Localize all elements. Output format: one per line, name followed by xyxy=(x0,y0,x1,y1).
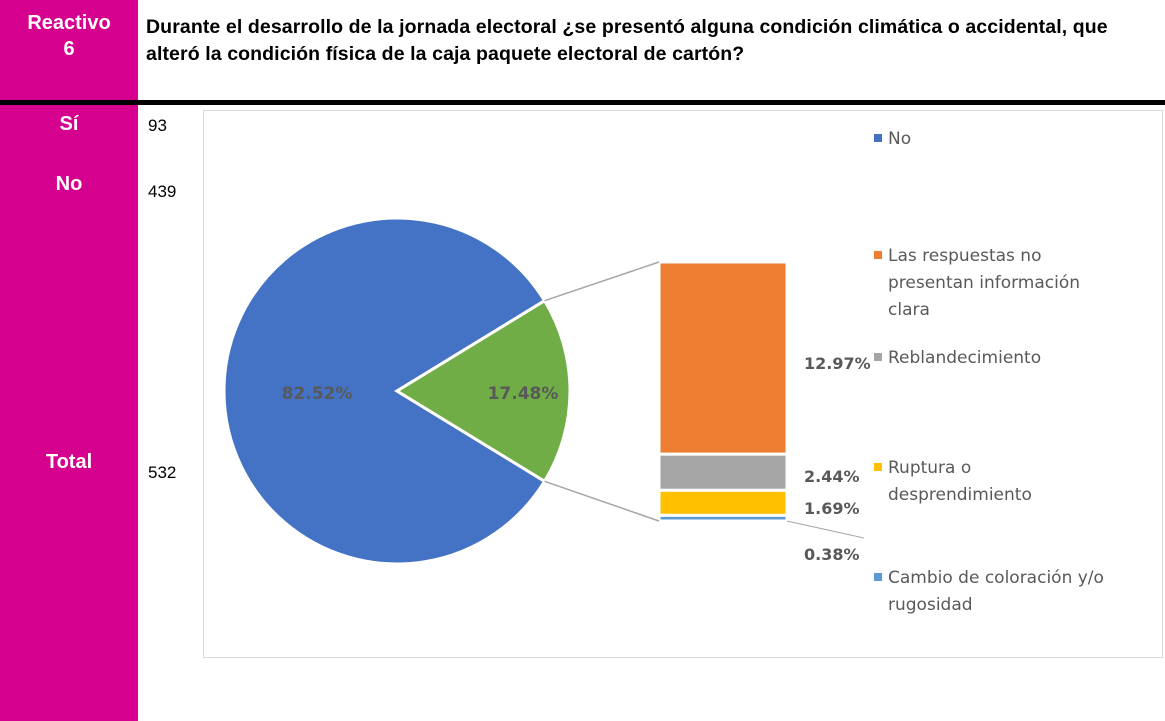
count-no: 439 xyxy=(148,182,177,201)
pie-slice-si xyxy=(394,298,572,484)
row-label-total: Total xyxy=(45,451,93,473)
legend-text-line: clara xyxy=(888,300,930,320)
legend-item-1: No xyxy=(874,129,911,149)
legend-item-5: Cambio de coloración y/o rugosidad xyxy=(874,568,1104,615)
legend-marker xyxy=(874,251,882,259)
pie-label-si: 17.48% xyxy=(488,384,559,404)
bar-segment-1 xyxy=(657,260,789,456)
bar-of-pie-chart: 82.52% 17.48% 12.97% 2.44% 1.69% 0.38% No Las r… xyxy=(222,129,1104,615)
row-label-no: No xyxy=(55,173,83,195)
bar-label-4: 0.38% xyxy=(804,545,860,564)
bar-label-2: 2.44% xyxy=(804,467,860,486)
leader-line-small xyxy=(786,520,865,539)
bar-label-1: 12.97% xyxy=(804,354,871,373)
count-total: 532 xyxy=(148,463,177,482)
reactivo-number: 6 xyxy=(63,38,75,60)
legend-text-line: desprendimiento xyxy=(888,485,1032,505)
legend-marker xyxy=(874,573,882,581)
pie-label-no: 82.52% xyxy=(282,384,353,404)
question-text: Durante el desarrollo de la jornada elec… xyxy=(146,16,1108,65)
legend-text-line: rugosidad xyxy=(888,595,973,615)
legend: No Las respuestas no presentan información… xyxy=(874,129,1104,615)
bar-segment-2 xyxy=(657,452,789,492)
legend-item-3: Reblandecimiento xyxy=(874,348,1041,368)
legend-text-line: Ruptura o xyxy=(888,458,971,478)
reactivo-label: Reactivo 6 xyxy=(0,0,138,100)
connector-line-bottom xyxy=(544,480,660,522)
legend-item-4: Ruptura o desprendimiento xyxy=(874,458,1032,505)
legend-marker xyxy=(874,134,882,142)
legend-marker xyxy=(874,353,882,361)
legend-text-line: Las respuestas no xyxy=(888,246,1041,266)
pie-slice-no xyxy=(222,216,547,566)
answer-column: Sí No Total xyxy=(0,105,138,721)
header-divider xyxy=(0,100,1165,105)
legend-item-2: Las respuestas no presentan información cl… xyxy=(874,246,1080,320)
bar-label-3: 1.69% xyxy=(804,499,860,518)
legend-text-line: No xyxy=(888,129,911,149)
connector-line-top xyxy=(544,261,660,302)
chart-area: 82.52% 17.48% 12.97% 2.44% 1.69% 0.38% No Las r… xyxy=(203,110,1163,658)
legend-text-line: Reblandecimiento xyxy=(888,348,1041,368)
bar-segment-3 xyxy=(657,488,789,517)
bar-segment-4 xyxy=(657,513,789,523)
count-si: 93 xyxy=(148,116,167,135)
reactivo-title: Reactivo xyxy=(27,12,111,34)
row-label-si: Sí xyxy=(59,113,79,135)
legend-marker xyxy=(874,463,882,471)
legend-text-line: presentan información xyxy=(888,273,1080,293)
legend-text-line: Cambio de coloración y/o xyxy=(888,568,1104,588)
